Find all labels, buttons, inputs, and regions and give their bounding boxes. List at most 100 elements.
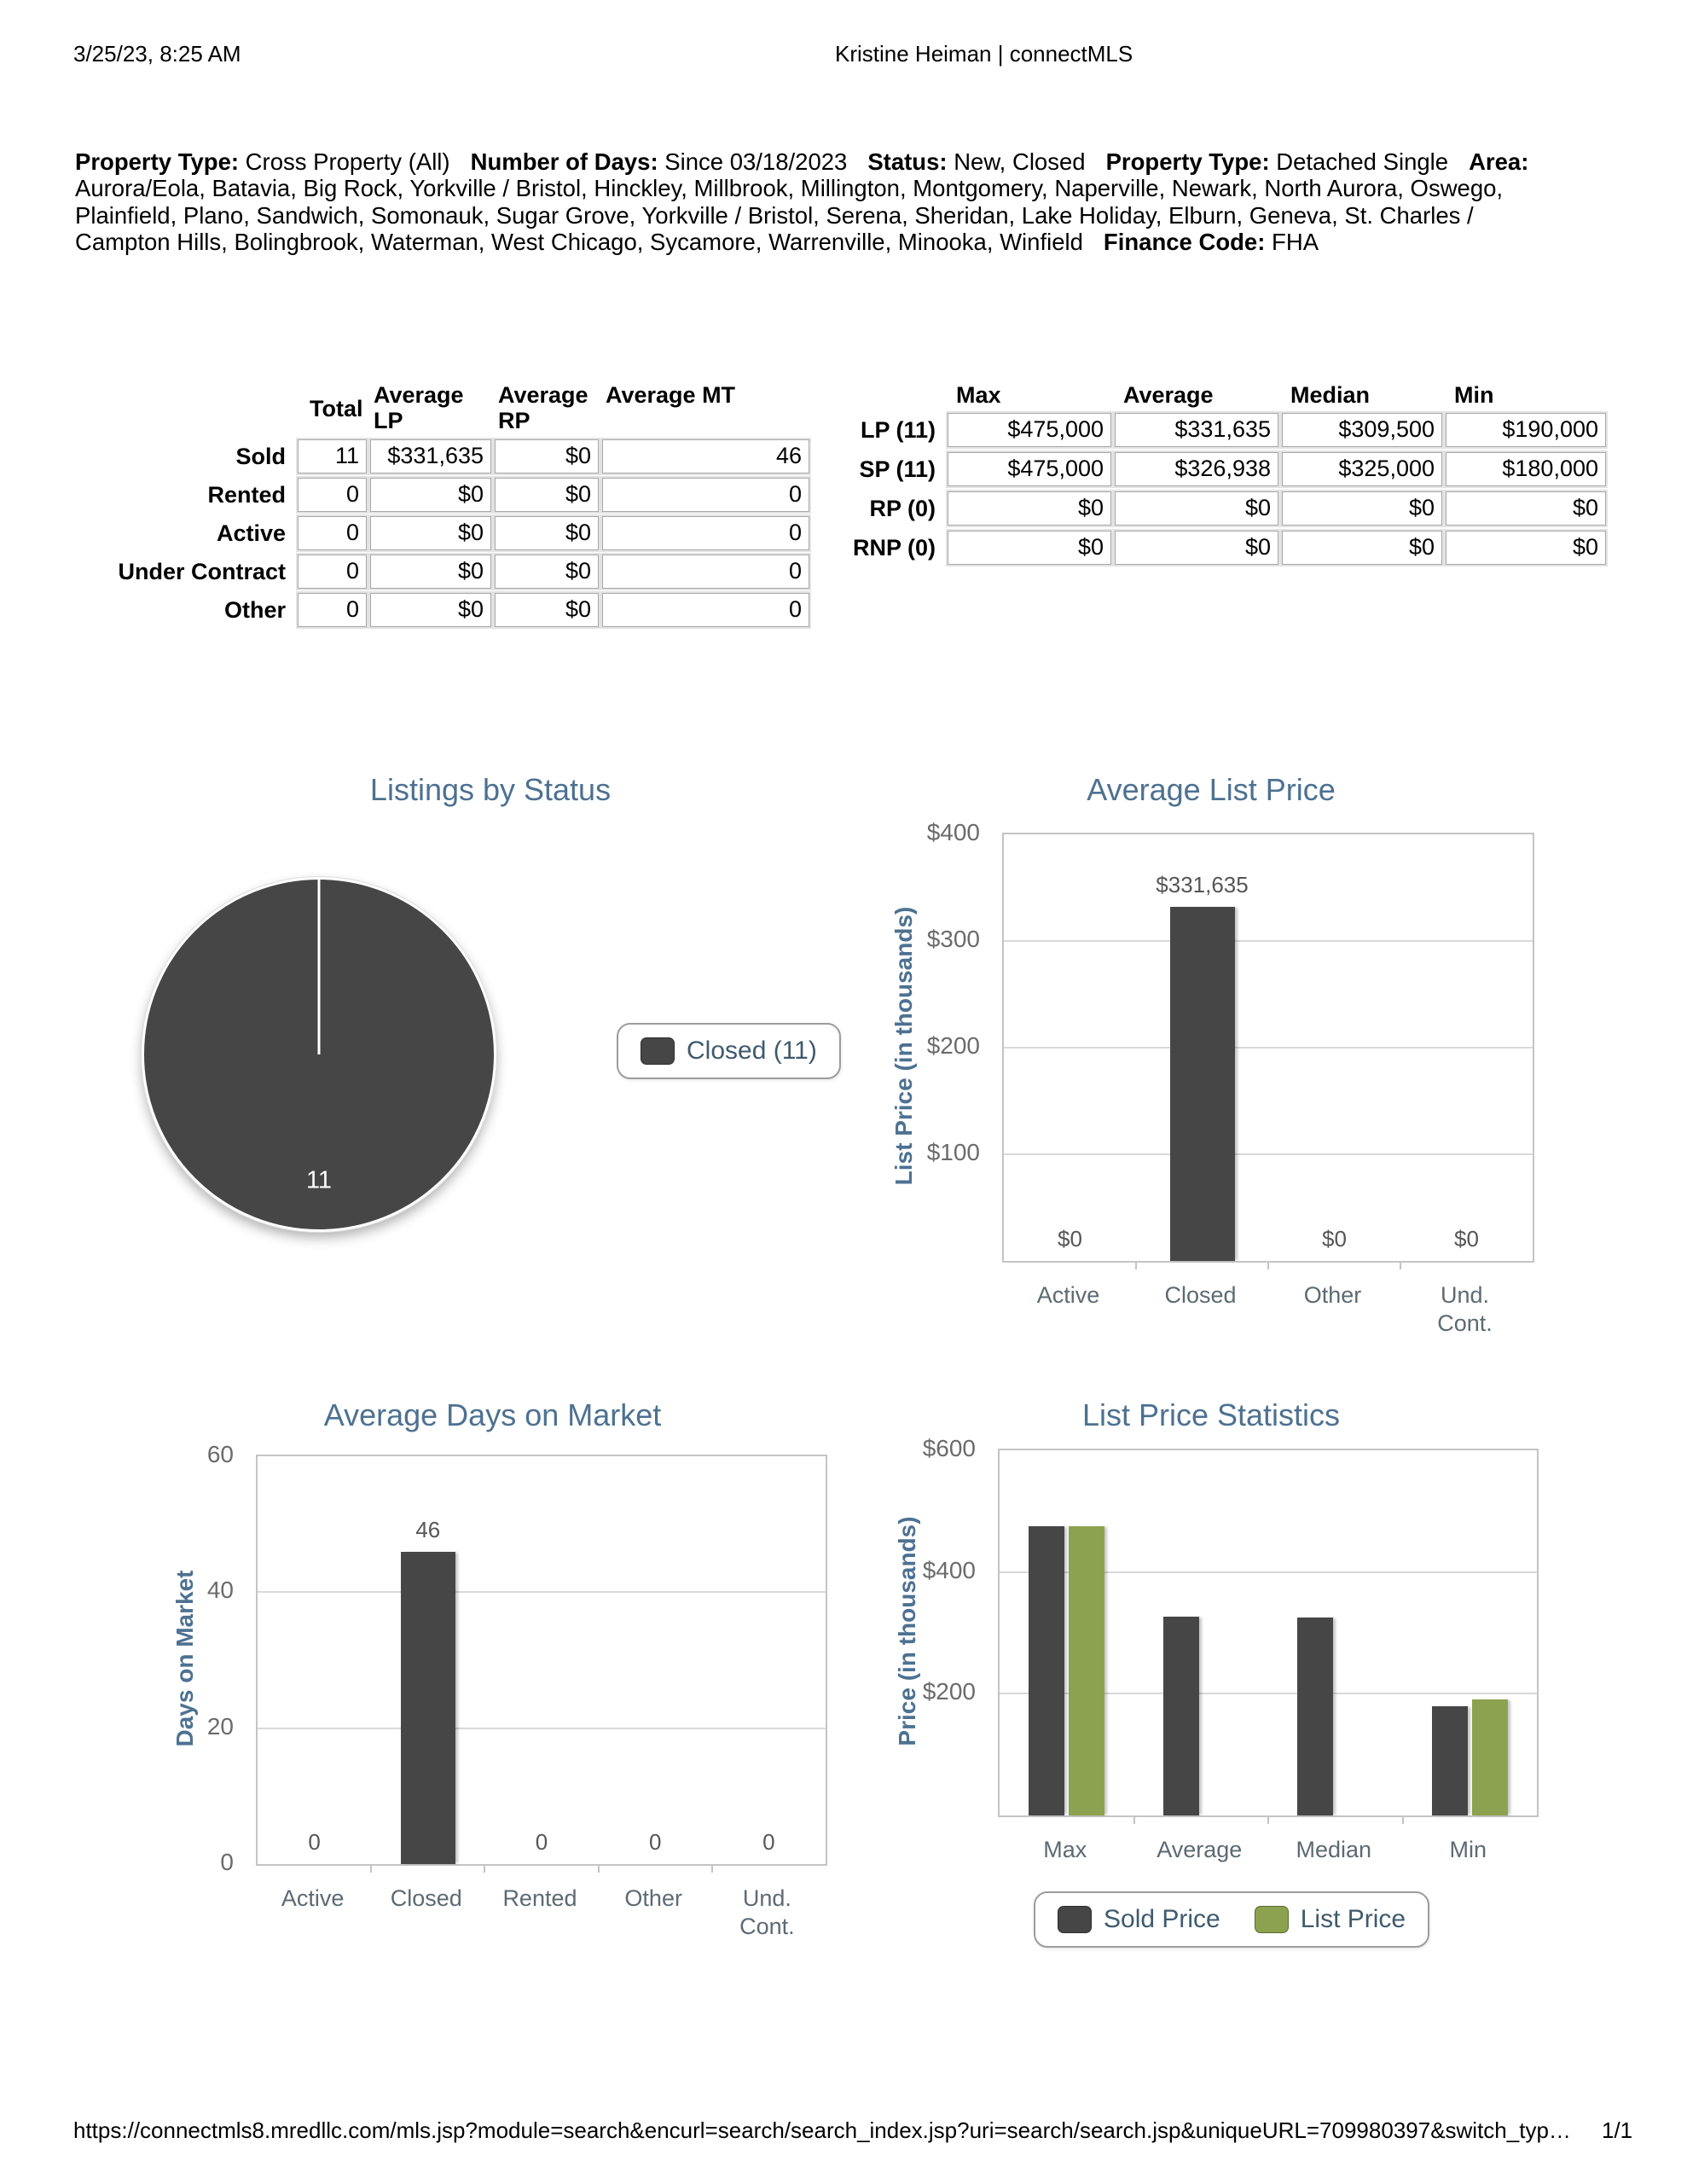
criteria-value: Aurora/Eola, Batavia, Big Rock, Yorkvill… <box>75 175 1504 255</box>
y-axis-ticks: $600 $400 $200 <box>887 1435 988 1814</box>
legend-entry-sold-price: Sold Price <box>1058 1905 1220 1934</box>
criteria-label: Property Type: <box>1105 148 1270 175</box>
bar-group <box>1134 1450 1269 1815</box>
chart-title: Listings by Status <box>369 772 612 807</box>
y-tick-label: $100 <box>926 1139 980 1165</box>
cell-sp-min: $180,000 <box>1444 450 1608 488</box>
x-axis-tick <box>484 1864 486 1873</box>
bar <box>1431 1705 1468 1815</box>
x-axis-tick <box>1267 1815 1269 1824</box>
column-header-average-mt: Average MT <box>606 382 736 408</box>
chart-average-list-price: Average List Price List Price (in thousa… <box>887 768 1535 1365</box>
bar-group <box>1400 834 1533 1261</box>
bar <box>1029 1526 1065 1815</box>
column-header-average-rp: Average RP <box>498 382 588 433</box>
cell-other-total: 0 <box>296 591 368 629</box>
column-header-max: Max <box>956 382 1001 408</box>
criteria-label: Finance Code: <box>1103 229 1266 255</box>
bar-value-label: $0 <box>1322 1226 1347 1252</box>
cell-sold-avg-rp: $0 <box>493 438 600 475</box>
bar-group <box>1136 834 1268 1261</box>
bar-value-label: 0 <box>535 1829 548 1855</box>
bar-group <box>258 1456 371 1864</box>
bar-group <box>1004 834 1136 1261</box>
bar-value-label: 0 <box>308 1829 321 1855</box>
x-category-label: Und. Cont. <box>739 1885 795 1939</box>
legend-entry-list-price: List Price <box>1254 1905 1406 1934</box>
row-label-sold: Sold <box>235 443 287 469</box>
bar-value-label: 0 <box>762 1829 775 1855</box>
y-axis-ticks: $400 $300 $200 $100 <box>887 819 992 1259</box>
bar-category: $331,635 <box>1136 834 1268 1261</box>
x-category-label: Median <box>1296 1837 1372 1862</box>
row-label-other: Other <box>223 596 286 623</box>
bar-group <box>484 1456 598 1864</box>
cell-sp-average: $326,938 <box>1113 450 1280 488</box>
cell-rnp-min: $0 <box>1444 529 1608 566</box>
bar-group <box>712 1456 826 1864</box>
bar-value-label: $331,635 <box>1156 872 1249 898</box>
plot-area: $0 $331,635 $0 $0 <box>1002 833 1534 1269</box>
price-statistics-table: Max Average Median Min LP (11) $475,000 … <box>832 382 1608 566</box>
plot-area <box>998 1449 1539 1824</box>
legend-label-list-price: List Price <box>1300 1905 1406 1933</box>
x-axis-tick <box>597 1864 600 1873</box>
bar-group <box>1000 1450 1134 1815</box>
y-tick-label: $400 <box>926 819 980 845</box>
y-tick-label: $400 <box>922 1556 976 1583</box>
x-category-label: Other <box>624 1885 682 1911</box>
criteria-status: Status: New, Closed <box>867 148 1085 175</box>
bar-category: 0 <box>712 1456 826 1864</box>
y-tick-label: 0 <box>220 1849 234 1875</box>
row-label-active: Active <box>216 520 286 546</box>
pie-slice-divider <box>317 880 321 1054</box>
print-footer-url: https://connectmls8.mredllc.com/mls.jsp?… <box>73 2117 1571 2143</box>
chart-title: List Price Statistics <box>1081 1397 1341 1432</box>
x-axis-tick <box>1135 1261 1137 1269</box>
cell-sold-avg-mt: 46 <box>600 438 811 475</box>
column-header-min: Min <box>1454 382 1494 408</box>
bar <box>400 1551 455 1864</box>
gridline <box>1000 1571 1537 1573</box>
bar <box>1069 1526 1105 1815</box>
bar-category: $0 <box>1400 834 1533 1261</box>
criteria-property-type: Property Type: Cross Property (All) <box>75 148 450 175</box>
cell-active-avg-mt: 0 <box>600 514 811 552</box>
y-tick-label: 20 <box>206 1712 234 1740</box>
bar <box>1471 1699 1508 1815</box>
bar-value-label: $0 <box>1058 1226 1082 1252</box>
criteria-property-type-2: Property Type: Detached Single <box>1106 148 1448 175</box>
criteria-value: Since 03/18/2023 <box>664 148 848 175</box>
x-category-label: Closed <box>1164 1282 1237 1308</box>
chart-title: Average List Price <box>1087 772 1336 807</box>
cell-sp-median: $325,000 <box>1280 450 1444 488</box>
legend-entry-closed: Closed (11) <box>641 1037 817 1066</box>
cell-lp-average: $331,635 <box>1113 411 1280 449</box>
cell-sold-avg-lp: $331,635 <box>368 438 493 475</box>
cell-under-contract-avg-mt: 0 <box>600 553 811 590</box>
bar-category <box>1000 1450 1134 1815</box>
bar-value-label: $0 <box>1454 1226 1479 1252</box>
criteria-label: Property Type: <box>75 148 240 175</box>
criteria-value: New, Closed <box>954 148 1086 175</box>
print-title: Kristine Heiman | connectMLS <box>835 41 1133 67</box>
bar <box>1162 1616 1199 1815</box>
y-tick-label: $200 <box>922 1678 976 1705</box>
legend-label-sold-price: Sold Price <box>1104 1905 1220 1933</box>
chart-average-days-on-market: Average Days on Market Days on Market 60… <box>158 1391 827 2013</box>
cell-lp-max: $475,000 <box>946 411 1113 449</box>
cell-rp-median: $0 <box>1280 490 1444 527</box>
legend-swatch-list-price <box>1254 1906 1289 1933</box>
x-axis-labels: Active Closed Rented Other Und. Cont. <box>256 1874 824 1943</box>
cell-lp-median: $309,500 <box>1280 411 1444 449</box>
pie-closed-slice: 11 <box>142 877 496 1232</box>
column-header-total: Total <box>310 396 363 421</box>
row-label-sp: SP (11) <box>859 456 936 482</box>
x-category-label: Active <box>281 1885 345 1911</box>
criteria-label: Number of Days: <box>470 148 658 175</box>
gridline <box>1004 940 1533 942</box>
gridline <box>258 1727 826 1729</box>
bar-category: $0 <box>1004 834 1136 1261</box>
cell-rp-max: $0 <box>946 490 1113 527</box>
x-category-label: Max <box>1043 1837 1087 1862</box>
